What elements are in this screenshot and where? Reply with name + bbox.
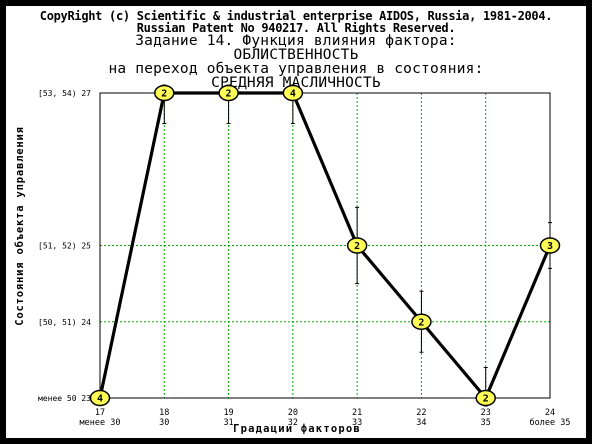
x-tick-range: 32 bbox=[288, 418, 298, 428]
x-tick-number: 18 bbox=[159, 408, 169, 418]
data-point-label: 3 bbox=[547, 241, 553, 252]
data-point-marker bbox=[346, 237, 368, 254]
x-tick-range: менее 30 bbox=[80, 418, 121, 428]
data-point-label: 4 bbox=[290, 89, 296, 100]
y-tick-labels: менее 50 23 [50, 51) 24 [51, 52) 25 [53, 54… bbox=[38, 89, 91, 403]
data-point: 2 bbox=[411, 313, 432, 330]
y-axis-label: Состояния объекта управления bbox=[14, 126, 26, 325]
markers: 4 2 2 4 2 2 2 3 bbox=[89, 84, 561, 407]
copyright-line: CopyRight (c) Scientific & industrial en… bbox=[39, 9, 553, 23]
data-point-label: 2 bbox=[418, 317, 424, 328]
data-point-label: 4 bbox=[97, 394, 103, 405]
data-point-marker bbox=[539, 237, 561, 254]
data-point-label: 2 bbox=[161, 89, 167, 100]
data-point: 2 bbox=[346, 237, 368, 254]
x-tick-number: 23 bbox=[481, 408, 491, 418]
data-point: 2 bbox=[154, 84, 175, 102]
patent-line: Russian Patent No 940217. All Rights Res… bbox=[136, 21, 456, 35]
y-tick-label: [51, 52) 25 bbox=[38, 242, 91, 251]
data-point-label: 2 bbox=[354, 241, 360, 252]
x-tick-number: 19 bbox=[223, 408, 233, 418]
data-point: 3 bbox=[539, 237, 561, 254]
x-tick-range: 30 bbox=[159, 418, 169, 428]
data-point-marker bbox=[218, 84, 239, 102]
x-axis-label: Градации факторов bbox=[233, 423, 361, 435]
x-tick-range: 31 bbox=[223, 418, 233, 428]
factor-name: ОБЛИСТВЕННОСТЬ bbox=[233, 47, 359, 63]
data-point: 4 bbox=[282, 84, 304, 102]
data-point-label: 2 bbox=[226, 89, 232, 100]
x-tick-range: 33 bbox=[352, 418, 362, 428]
x-tick-number: 21 bbox=[352, 408, 362, 418]
chart-window: CopyRight (c) Scientific & industrial en… bbox=[6, 6, 586, 438]
y-tick-label: [53, 54) 27 bbox=[38, 89, 91, 98]
transition-line: на переход объекта управления в состояни… bbox=[108, 61, 484, 77]
data-point: 2 bbox=[475, 389, 496, 407]
grid bbox=[99, 92, 551, 399]
x-tick-number: 17 bbox=[95, 408, 105, 418]
data-point: 4 bbox=[89, 389, 111, 407]
y-tick-label: менее 50 23 bbox=[38, 394, 91, 403]
series-line bbox=[98, 91, 552, 400]
task-line: Задание 14. Функция влияния фактора: bbox=[135, 33, 457, 49]
x-tick-range: 34 bbox=[416, 418, 426, 428]
data-point: 2 bbox=[218, 84, 239, 102]
data-point-marker bbox=[89, 389, 111, 407]
x-tick-range: 35 bbox=[481, 418, 491, 428]
x-tick-number: 22 bbox=[416, 408, 426, 418]
y-tick-label: [50, 51) 24 bbox=[38, 318, 91, 327]
data-point-marker bbox=[282, 84, 304, 102]
data-point-marker bbox=[154, 84, 175, 102]
state-name: СРЕДНЯЯ МАСЛИЧНОСТЬ bbox=[211, 75, 381, 91]
x-tick-range: более 35 bbox=[530, 417, 571, 428]
data-point-label: 2 bbox=[483, 394, 489, 405]
data-point-marker bbox=[411, 313, 432, 330]
data-point-marker bbox=[475, 389, 496, 407]
x-tick-number: 20 bbox=[288, 408, 298, 418]
x-tick-number: 24 bbox=[545, 408, 555, 418]
